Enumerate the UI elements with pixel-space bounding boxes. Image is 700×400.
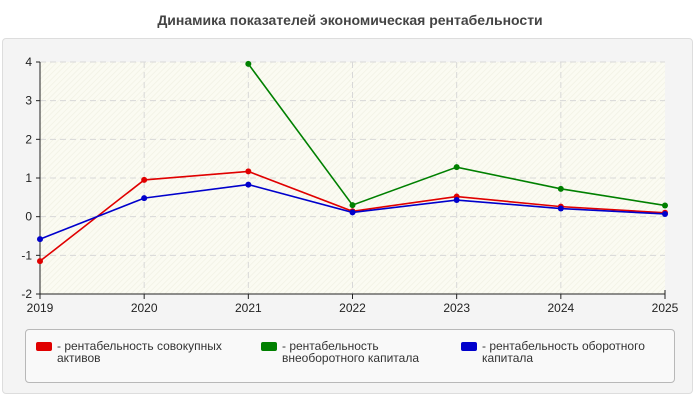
x-tick-label: 2019: [27, 301, 54, 315]
data-point: [349, 209, 356, 216]
y-tick-label: 0: [25, 210, 32, 224]
data-point: [453, 164, 460, 171]
line-chart: -2 -1 0 1 2 3 4 2019 2020 2021 2022 2023 2024 2025: [21, 55, 678, 315]
data-point: [245, 168, 252, 175]
tick-labels: -2 -1 0 1 2 3 4 2019 2020 2021 2022 2023 2024 2025: [21, 55, 678, 315]
series-2: [245, 60, 668, 209]
y-tick-label: -1: [21, 248, 32, 262]
x-tick-label: 2022: [339, 301, 366, 315]
chart-title: Динамика показателей экономическая рента…: [157, 12, 543, 28]
data-point: [557, 185, 564, 192]
legend-label: - рентабельность оборотного капитала: [482, 339, 645, 365]
series-3: [37, 181, 668, 243]
data-point: [245, 181, 252, 188]
x-tick-label: 2020: [131, 301, 158, 315]
x-tick-label: 2025: [652, 301, 679, 315]
legend-label: - рентабельность совокупных активов: [57, 339, 222, 365]
data-point: [453, 197, 460, 204]
data-point: [662, 202, 668, 209]
y-tick-label: 2: [25, 132, 32, 146]
x-tick-label: 2024: [547, 301, 574, 315]
legend-item-total-assets: - рентабельность совокупных активов: [36, 340, 251, 364]
axes: [36, 61, 666, 299]
x-tick-label: 2021: [235, 301, 262, 315]
data-point: [141, 176, 148, 183]
legend-item-working-capital: - рентабельность оборотного капитала: [461, 340, 671, 364]
legend-label: - рентабельность внеоборотного капитала: [282, 339, 419, 365]
data-point: [37, 236, 43, 243]
legend-swatch-red: [36, 342, 52, 351]
chart-legend: - рентабельность совокупных активов - ре…: [25, 329, 675, 383]
data-point: [245, 60, 252, 67]
series-layer: [37, 60, 668, 265]
x-tick-label: 2023: [443, 301, 470, 315]
y-tick-label: 3: [25, 94, 32, 108]
data-point: [662, 210, 668, 217]
legend-swatch-blue: [461, 342, 477, 351]
data-point: [349, 202, 356, 209]
legend-swatch-green: [261, 342, 277, 351]
y-tick-label: -2: [21, 287, 32, 301]
y-tick-label: 4: [25, 55, 32, 69]
y-tick-label: 1: [25, 171, 32, 185]
legend-item-fixed-capital: - рентабельность внеоборотного капитала: [261, 340, 451, 364]
data-point: [557, 205, 564, 212]
data-point: [141, 195, 148, 202]
data-point: [37, 258, 43, 265]
